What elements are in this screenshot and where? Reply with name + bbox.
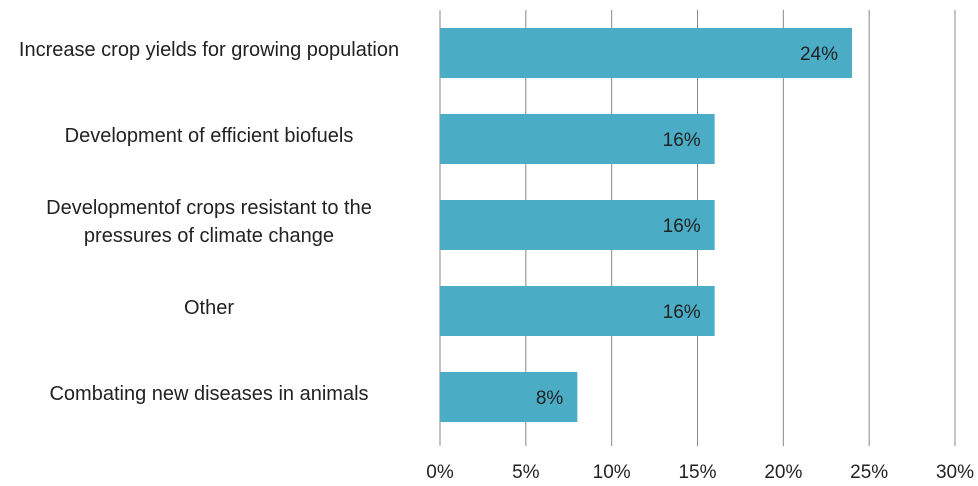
x-tick-label: 20%: [764, 462, 802, 483]
y-tick-label: Combating new diseases in animals: [49, 383, 369, 405]
value-label: 16%: [663, 130, 701, 151]
x-tick-label: 5%: [512, 462, 540, 483]
x-tick-label: 15%: [678, 462, 716, 483]
y-tick-label: Other: [183, 297, 235, 319]
value-label: 8%: [536, 388, 564, 409]
bar: [440, 114, 715, 164]
y-tick-label: Developmentof crops resistant to the pre…: [46, 197, 372, 247]
x-tick-label: 0%: [426, 462, 454, 483]
value-label: 24%: [800, 44, 838, 65]
y-tick-label: Increase crop yields for growing populat…: [18, 39, 400, 61]
value-label: 16%: [663, 302, 701, 323]
x-tick-label: 25%: [850, 462, 888, 483]
y-tick-label: Development of efficient biofuels: [64, 125, 354, 147]
x-tick-label: 30%: [936, 462, 974, 483]
bar: [440, 286, 715, 336]
value-label: 16%: [663, 216, 701, 237]
x-tick-label: 10%: [593, 462, 631, 483]
bar: [440, 28, 852, 78]
bar: [440, 200, 715, 250]
bar: [440, 372, 578, 422]
